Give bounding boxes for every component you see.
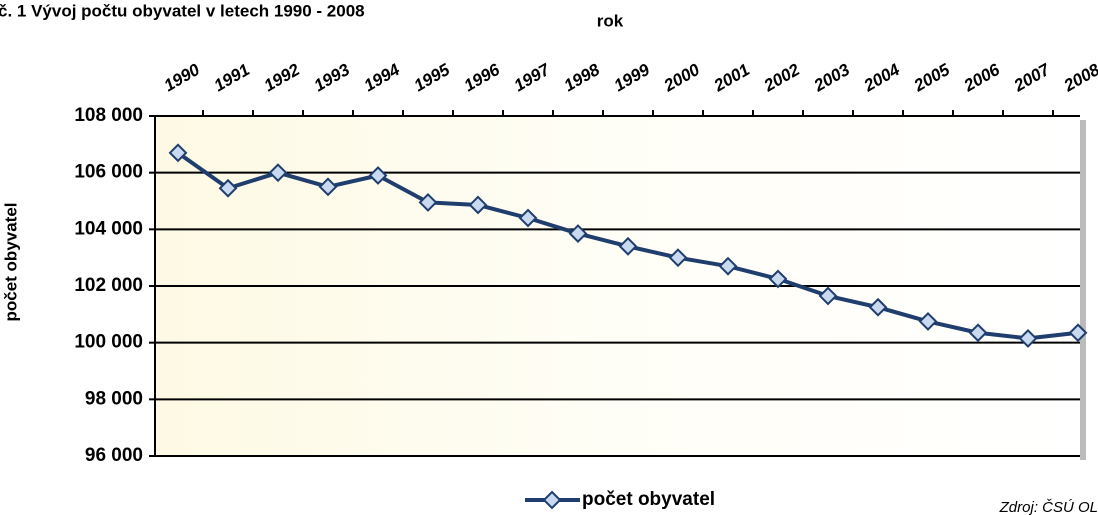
y-tick-label: 96 000: [85, 445, 143, 466]
x-tick-label: 2002: [760, 60, 804, 96]
x-tick-label: 1991: [211, 60, 253, 95]
data-point: [568, 224, 588, 243]
data-point: [718, 256, 738, 276]
x-tick-label: 2000: [660, 60, 704, 96]
x-tick-label: 1990: [161, 60, 204, 96]
x-tick-label: 1997: [511, 59, 555, 95]
x-tick-label: 1993: [311, 60, 354, 96]
chart-title: č. 1 Vývoj počtu obyvatel v letech 1990 …: [0, 1, 365, 20]
x-tick-label: 1999: [611, 60, 654, 96]
data-point: [768, 269, 788, 289]
x-tick-label: 1995: [411, 60, 454, 96]
x-tick-label: 1994: [361, 60, 404, 96]
data-point: [868, 297, 888, 317]
data-point: [218, 178, 238, 198]
x-axis-label: rok: [597, 11, 624, 30]
data-point: [418, 193, 438, 212]
y-tick-label: 98 000: [85, 388, 143, 409]
y-axis-label: počet obyvatel: [1, 202, 20, 321]
x-tick-label: 1992: [261, 60, 304, 96]
x-tick-label: 1996: [461, 60, 504, 96]
x-tick-label: 2006: [960, 60, 1004, 96]
data-point: [368, 166, 388, 185]
y-tick-label: 100 000: [74, 332, 143, 353]
data-point: [518, 208, 538, 228]
legend-marker: [542, 490, 562, 510]
y-tick-label: 104 000: [74, 218, 143, 239]
data-point: [318, 177, 338, 197]
data-point: [168, 143, 188, 163]
x-tick-label: 2005: [910, 60, 954, 96]
source: Zdroj: ČSÚ OL: [999, 499, 1098, 515]
data-point: [918, 312, 938, 331]
data-point: [818, 286, 838, 306]
plot-shadow: [1080, 120, 1086, 460]
y-tick-label: 102 000: [74, 275, 143, 296]
data-point: [668, 248, 688, 268]
data-point: [1068, 323, 1088, 343]
data-point: [468, 195, 488, 215]
y-tick-label: 108 000: [74, 105, 143, 126]
x-tick-label: 2003: [810, 60, 854, 96]
x-tick-label: 2001: [710, 60, 753, 96]
x-tick-label: 2004: [860, 60, 904, 96]
data-point: [968, 323, 988, 343]
y-tick-label: 106 000: [74, 162, 143, 183]
legend-label: počet obyvatel: [582, 489, 715, 510]
data-point: [1018, 329, 1038, 348]
x-tick-label: 1998: [561, 60, 604, 96]
data-point: [618, 236, 638, 256]
data-point: [268, 163, 288, 183]
x-tick-label: 2008: [1060, 60, 1098, 96]
x-tick-label: 2007: [1010, 59, 1054, 96]
